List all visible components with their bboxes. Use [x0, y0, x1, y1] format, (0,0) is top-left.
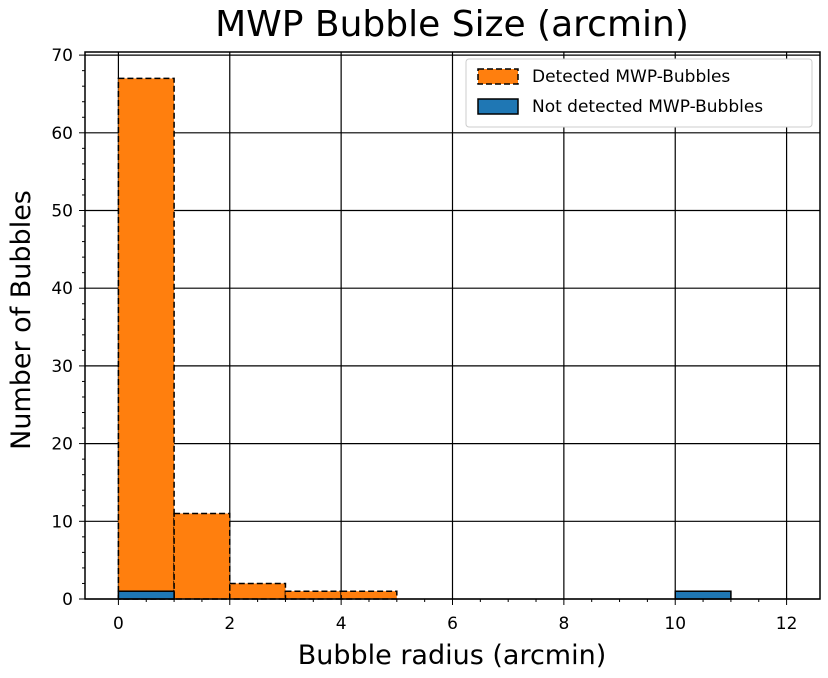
legend: Detected MWP-Bubbles Not detected MWP-Bub… [465, 58, 813, 128]
not-detected-bar [117, 590, 175, 600]
x-tick-label: 4 [336, 614, 347, 634]
y-axis-label: Number of Bubbles [6, 190, 37, 450]
y-tick-label: 0 [62, 590, 73, 610]
detected-bar [117, 77, 175, 600]
detected-bar [284, 590, 342, 600]
y-tick-label: 70 [51, 46, 73, 66]
x-tick-label: 10 [664, 614, 686, 634]
detected-bar [340, 590, 398, 600]
detected-bar [173, 512, 231, 600]
x-tick-label: 6 [447, 614, 458, 634]
grid [85, 52, 820, 600]
y-tick-label: 60 [51, 124, 73, 144]
y-axis-ticks: 0 10 20 30 40 50 60 70 [51, 46, 85, 610]
x-tick-label: 12 [776, 614, 798, 634]
legend-box [465, 58, 813, 128]
not-detected-bar [674, 590, 732, 600]
y-tick-label: 40 [51, 279, 73, 299]
y-tick-label: 10 [51, 512, 73, 532]
y-tick-label: 20 [51, 435, 73, 455]
chart-title: MWP Bubble Size (arcmin) [215, 4, 689, 45]
y-tick-label: 50 [51, 202, 73, 222]
x-axis-ticks: 0 2 4 6 8 10 12 [113, 599, 797, 634]
x-tick-label: 2 [224, 614, 235, 634]
y-tick-label: 30 [51, 357, 73, 377]
legend-swatch [477, 68, 519, 85]
x-tick-label: 8 [558, 614, 569, 634]
x-axis-label: Bubble radius (arcmin) [298, 640, 607, 671]
x-tick-label: 0 [113, 614, 124, 634]
legend-label: Detected MWP-Bubbles [532, 67, 730, 87]
detected-bar [229, 582, 287, 600]
bars [117, 77, 732, 600]
legend-swatch [477, 98, 519, 115]
legend-label: Not detected MWP-Bubbles [532, 97, 763, 117]
